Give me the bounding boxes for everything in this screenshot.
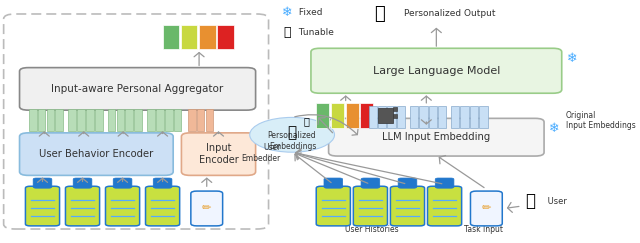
Bar [77, 109, 85, 131]
Text: ❄: ❄ [282, 6, 292, 19]
Text: 🔥: 🔥 [284, 26, 291, 39]
Bar [199, 25, 216, 49]
Bar [134, 109, 142, 131]
FancyBboxPatch shape [191, 191, 223, 226]
Text: User Histories: User Histories [345, 225, 398, 234]
Text: 👤: 👤 [525, 192, 536, 210]
Bar [165, 109, 173, 131]
Bar [147, 109, 155, 131]
Bar [419, 106, 428, 128]
FancyBboxPatch shape [324, 178, 342, 188]
FancyBboxPatch shape [65, 186, 100, 226]
Text: Personalized Output: Personalized Output [404, 9, 495, 18]
Bar [393, 114, 397, 118]
FancyBboxPatch shape [398, 178, 417, 188]
Bar [181, 25, 197, 49]
Bar [156, 109, 164, 131]
Bar [451, 106, 460, 128]
Bar [116, 109, 124, 131]
Text: ❄: ❄ [549, 122, 560, 135]
Bar [196, 109, 204, 131]
Bar [479, 106, 488, 128]
Bar [378, 108, 393, 123]
Bar [218, 25, 234, 49]
FancyBboxPatch shape [73, 178, 92, 188]
Text: Personalized
Embeddings: Personalized Embeddings [268, 131, 316, 151]
FancyBboxPatch shape [353, 186, 387, 226]
Bar [47, 109, 54, 131]
Text: ✏: ✏ [202, 203, 211, 214]
Bar [397, 106, 405, 128]
Bar [56, 109, 63, 131]
Bar [188, 109, 196, 131]
Text: ❄: ❄ [567, 52, 577, 65]
Text: Input
Encoder: Input Encoder [198, 143, 238, 165]
Bar [95, 109, 102, 131]
Bar [387, 106, 396, 128]
FancyBboxPatch shape [33, 178, 52, 188]
Text: Tunable: Tunable [296, 28, 334, 37]
FancyBboxPatch shape [153, 178, 172, 188]
Text: Large Language Model: Large Language Model [372, 66, 500, 76]
FancyBboxPatch shape [470, 191, 502, 226]
FancyBboxPatch shape [145, 186, 180, 226]
Bar [205, 109, 213, 131]
Bar [331, 103, 344, 128]
FancyBboxPatch shape [311, 48, 562, 93]
Bar [125, 109, 133, 131]
Bar [410, 106, 418, 128]
Text: 🎨: 🎨 [287, 125, 297, 140]
Text: Original
Input Embeddings: Original Input Embeddings [566, 111, 636, 130]
Bar [38, 109, 45, 131]
Bar [29, 109, 36, 131]
FancyBboxPatch shape [20, 133, 173, 175]
Bar [393, 107, 397, 111]
Text: Fixed: Fixed [296, 8, 323, 17]
FancyBboxPatch shape [316, 186, 350, 226]
FancyBboxPatch shape [20, 68, 255, 110]
Bar [346, 103, 358, 128]
Bar [378, 106, 387, 128]
Text: ✏: ✏ [482, 203, 491, 214]
Text: Task Input: Task Input [464, 225, 503, 234]
Bar [163, 25, 179, 49]
Bar [86, 109, 93, 131]
Text: LLM Input Embedding: LLM Input Embedding [382, 132, 490, 142]
Text: User
Embedder: User Embedder [242, 143, 281, 163]
Text: User Behavior Encoder: User Behavior Encoder [39, 149, 154, 159]
Bar [360, 103, 373, 128]
Bar [174, 109, 181, 131]
FancyBboxPatch shape [4, 14, 269, 229]
FancyBboxPatch shape [428, 186, 461, 226]
FancyBboxPatch shape [181, 133, 255, 175]
Bar [438, 106, 446, 128]
FancyBboxPatch shape [328, 118, 544, 156]
Text: 🔥: 🔥 [304, 116, 310, 127]
FancyBboxPatch shape [361, 178, 380, 188]
Text: 🖼️: 🖼️ [375, 5, 386, 23]
Text: User: User [545, 197, 567, 206]
FancyBboxPatch shape [26, 186, 60, 226]
FancyBboxPatch shape [113, 178, 132, 188]
FancyBboxPatch shape [390, 186, 424, 226]
FancyBboxPatch shape [435, 178, 454, 188]
Bar [470, 106, 478, 128]
Circle shape [250, 117, 335, 152]
Text: Input-aware Personal Aggregator: Input-aware Personal Aggregator [51, 84, 224, 94]
Bar [68, 109, 76, 131]
Bar [108, 109, 115, 131]
FancyBboxPatch shape [106, 186, 140, 226]
Bar [460, 106, 468, 128]
Bar [369, 106, 377, 128]
Bar [429, 106, 437, 128]
Bar [316, 103, 329, 128]
